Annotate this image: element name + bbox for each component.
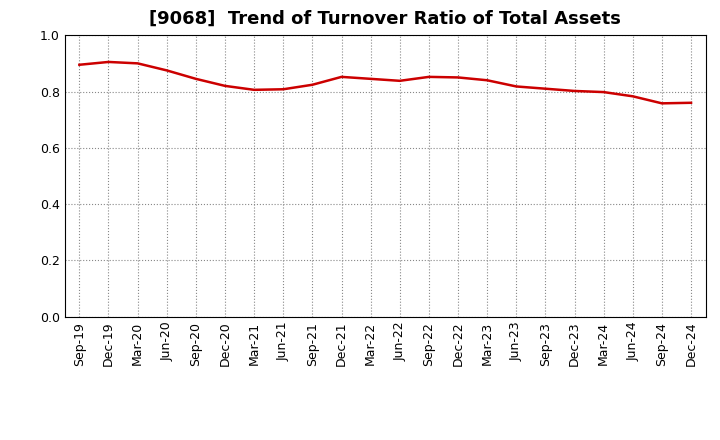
Title: [9068]  Trend of Turnover Ratio of Total Assets: [9068] Trend of Turnover Ratio of Total …: [149, 10, 621, 28]
